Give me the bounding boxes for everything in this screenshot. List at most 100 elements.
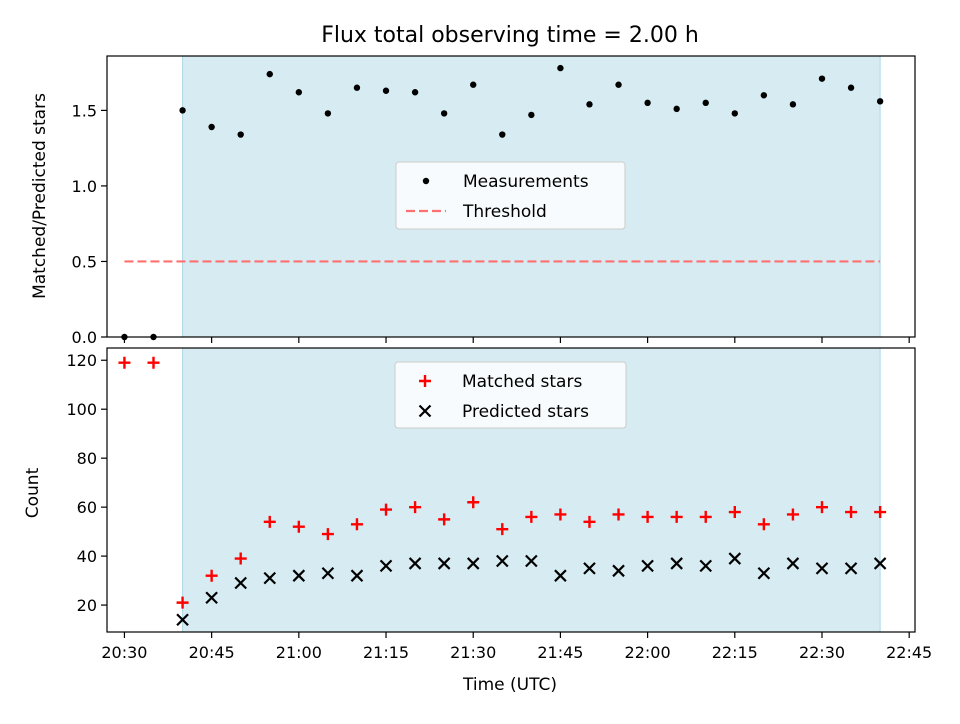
plots-layer: 0.0 0.5 1.0 1.5 Measurements Threshold 20 40 60 8… [66,55,932,662]
data-point [118,356,131,369]
y-tick-label: 1.0 [72,177,97,196]
data-point [350,569,364,582]
x-tick-label: 21:15 [363,643,409,662]
data-point [324,110,332,117]
data-point [612,508,625,521]
data-point [612,564,625,578]
y-tick-label: 60 [77,498,97,517]
data-point [757,566,771,580]
x-tick-label: 22:15 [712,643,758,662]
data-point [670,510,683,523]
data-point [438,513,451,526]
data-point [731,110,738,117]
legend: Matched stars Predicted stars [394,361,627,429]
data-point [583,515,596,528]
legend-swatch [419,375,431,387]
data-point [615,81,622,88]
x-tick-label: 21:45 [537,643,583,662]
data-point [321,528,334,541]
data-point [208,123,215,131]
data-point [437,557,451,570]
x-tick-label: 21:00 [276,643,322,662]
legend-swatch [422,177,430,185]
data-point [873,557,887,570]
y-tick-label: 0.0 [72,328,97,347]
data-point [583,562,596,575]
data-point [702,99,709,107]
data-point [644,99,651,107]
x-tick-label: 20:30 [101,643,147,662]
plot-frame [106,347,916,633]
legend-label: Threshold [462,202,547,222]
data-point [786,557,800,570]
legend-label: Measurements [463,172,589,192]
bottom-y-axis-label: Count [23,467,43,518]
data-point [554,508,567,521]
data-point [554,569,567,582]
data-point [673,105,680,113]
plot-panel-1: 0.0 0.5 1.0 1.5 Measurements Threshold [72,55,916,347]
plot-panel-2: 20 40 60 80 100 120 20:30 20:45 21:00 21:15 21:30 2… [66,347,932,662]
data-point [292,520,305,533]
data-point [380,503,393,516]
data-point [496,554,509,568]
x-axis-label: Time (UTC) [462,675,557,695]
legend-swatch [418,404,432,418]
data-point [699,510,712,523]
series-matched-stars [118,356,887,609]
legend-label: Matched stars [462,372,582,392]
data-point [147,356,160,369]
data-point [263,515,276,528]
data-point [641,510,654,523]
data-point [525,510,538,523]
data-point [470,81,477,88]
data-point [350,518,363,531]
data-point [263,571,277,585]
data-point [876,98,884,105]
data-point [818,75,826,82]
data-point [815,562,829,575]
data-point [699,559,713,573]
data-point [728,552,742,565]
data-point [728,506,741,519]
data-point [525,554,538,568]
y-tick-label: 40 [77,547,97,566]
legend-label: Predicted stars [462,402,589,422]
data-point [786,508,799,521]
plot-frame [106,55,916,338]
y-tick-label: 20 [77,596,97,615]
data-point [496,523,509,536]
data-point [234,576,247,590]
data-point [557,64,564,72]
y-tick-label: 1.5 [72,101,97,120]
data-point [266,70,273,78]
x-tick-label: 22:00 [625,643,671,662]
data-point [409,501,422,514]
series-predicted-stars [176,552,887,627]
y-tick-label: 100 [66,400,97,419]
y-tick-label: 0.5 [72,252,97,271]
x-tick-label: 22:30 [799,643,845,662]
top-y-axis-label: Matched/Predicted stars [30,93,50,299]
data-point [528,111,535,119]
data-point [205,591,218,605]
data-point [176,613,189,627]
data-point [845,506,858,519]
data-point [466,557,480,570]
data-point [353,84,361,91]
data-point [670,557,683,570]
data-point [179,107,186,114]
legend: Measurements Threshold [395,161,626,230]
data-point [321,566,335,580]
x-tick-label: 21:30 [450,643,496,662]
data-point [467,496,480,509]
data-point [789,101,797,108]
data-point [760,92,768,99]
data-point [499,131,506,138]
data-point [874,506,887,519]
data-point [757,518,770,531]
legend-box [394,361,627,429]
data-point [382,87,390,94]
y-tick-label: 120 [66,351,97,370]
